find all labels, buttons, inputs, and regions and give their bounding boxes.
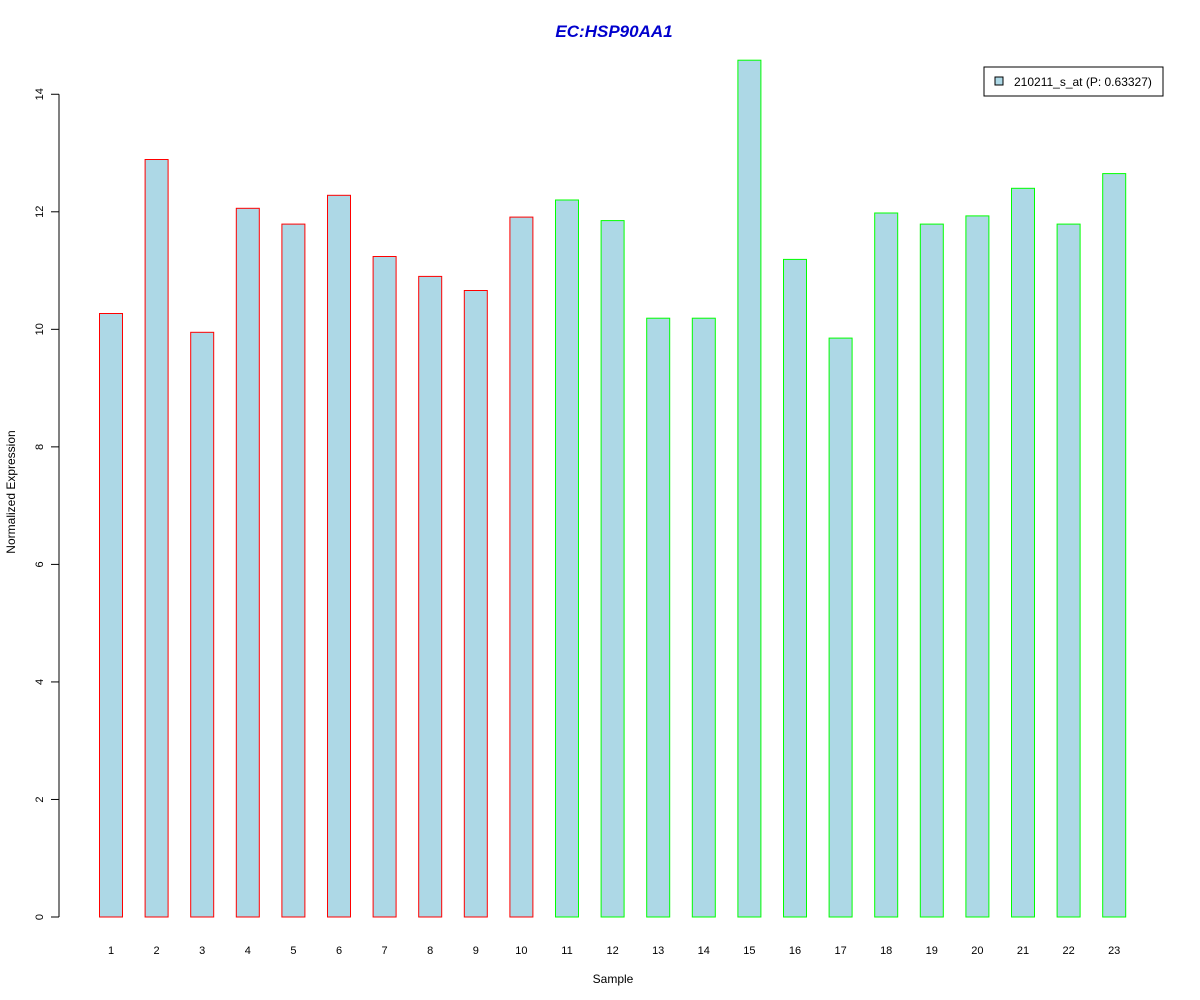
y-axis-label: Normalized Expression: [4, 430, 18, 553]
bar-sample-8: [418, 275, 443, 918]
x-tick-label: 7: [382, 945, 388, 957]
x-tick-label: 12: [606, 945, 618, 957]
bar-sample-23: [1102, 173, 1127, 918]
x-tick-label: 16: [789, 945, 801, 957]
y-tick-label: 10: [34, 323, 46, 335]
x-tick-label: 4: [245, 945, 251, 957]
x-tick-label: 19: [926, 945, 938, 957]
bar-sample-15: [737, 59, 762, 918]
y-tick-label: 2: [34, 796, 46, 802]
x-axis-label: Sample: [593, 972, 634, 986]
x-axis-labels: 1 2 3 4 5 6 7 8 9 10 11 12 13 14 15 16 17 18 19 20 21 22 23: [108, 945, 1120, 957]
bar-sample-3: [190, 331, 215, 918]
bar-sample-4: [235, 207, 260, 918]
x-tick-label: 13: [652, 945, 664, 957]
x-tick-label: 20: [971, 945, 983, 957]
bar-sample-7: [372, 256, 397, 918]
y-tick-label: 0: [34, 914, 46, 920]
y-tick-label: 8: [34, 444, 46, 450]
bar-sample-6: [327, 194, 351, 918]
x-tick-label: 17: [834, 945, 846, 957]
bar-sample-14: [691, 317, 716, 918]
bar-sample-21: [1011, 187, 1035, 918]
x-tick-label: 11: [561, 945, 572, 957]
x-tick-label: 18: [880, 945, 892, 957]
bar-sample-2: [144, 159, 169, 918]
x-tick-label: 2: [154, 945, 160, 957]
bars: [99, 59, 1127, 918]
x-tick-label: 15: [743, 945, 755, 957]
x-tick-label: 22: [1062, 945, 1074, 957]
bar-sample-22: [1056, 223, 1081, 918]
x-tick-label: 21: [1017, 945, 1029, 957]
bar-sample-12: [600, 220, 625, 918]
x-tick-label: 23: [1108, 945, 1120, 957]
x-tick-label: 8: [427, 945, 433, 957]
bar-sample-1: [99, 313, 123, 918]
bar-sample-16: [783, 258, 807, 918]
bar-sample-17: [828, 337, 853, 918]
bar-sample-10: [509, 216, 534, 918]
x-tick-label: 10: [515, 945, 527, 957]
x-tick-label: 9: [473, 945, 479, 957]
bar-sample-5: [281, 223, 306, 918]
x-tick-label: 14: [698, 945, 710, 957]
x-tick-label: 6: [336, 945, 342, 957]
x-tick-label: 5: [290, 945, 296, 957]
x-tick-label: 1: [108, 945, 114, 957]
bar-sample-20: [965, 215, 990, 918]
legend-box: [983, 66, 1164, 97]
y-tick-label: 12: [34, 206, 46, 218]
bar-sample-9: [463, 290, 488, 918]
legend: 210211_s_at (P: 0.63327): [983, 66, 1164, 97]
y-tick-label: 4: [34, 679, 46, 685]
y-tick-label: 14: [34, 88, 46, 100]
bar-sample-11: [555, 199, 579, 918]
bar-sample-18: [874, 212, 899, 918]
legend-swatch: [994, 76, 1004, 86]
y-tick-label: 6: [34, 561, 46, 567]
legend-label: 210211_s_at (P: 0.63327): [1014, 75, 1152, 89]
y-axis: 0 2 4 6 8 10 12 14: [34, 88, 60, 920]
x-tick-label: 3: [199, 945, 205, 957]
bar-sample-19: [919, 223, 944, 918]
bar-sample-13: [646, 317, 671, 918]
chart-title: EC:HSP90AA1: [555, 22, 672, 41]
